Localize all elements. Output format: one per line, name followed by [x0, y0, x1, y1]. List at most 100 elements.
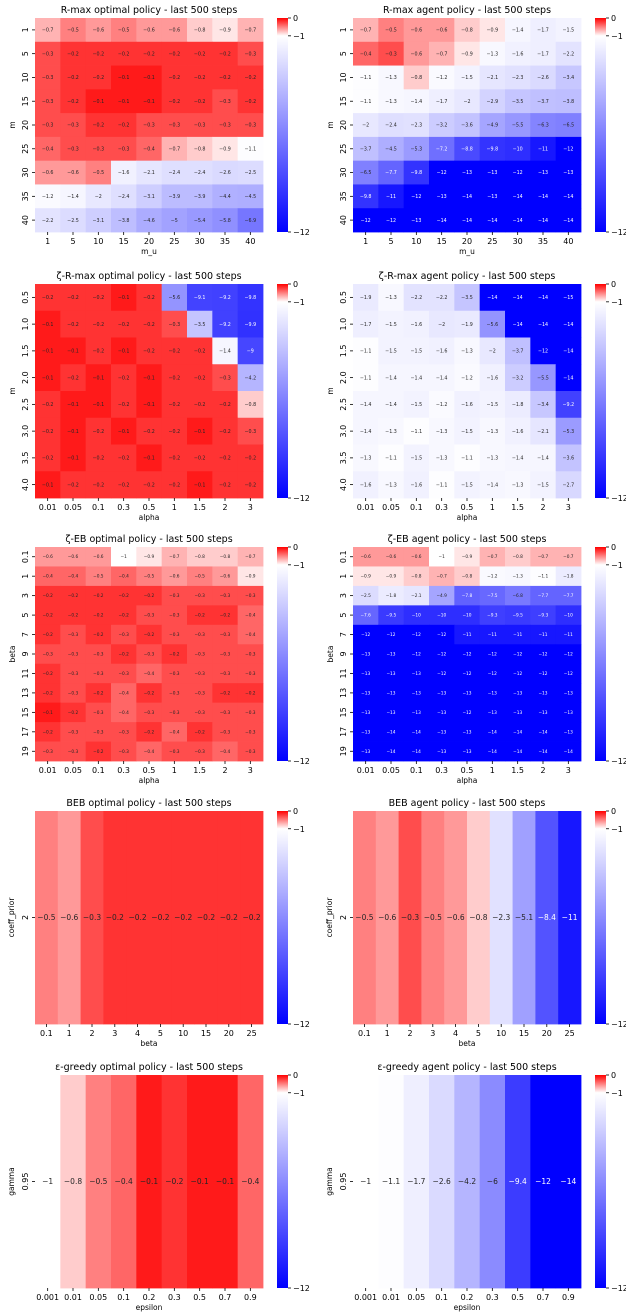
heatmap-cell	[212, 722, 239, 742]
cell-value-label: −0.1	[42, 375, 54, 381]
heatmap-cell	[429, 136, 455, 162]
cell-value-label: −0.2	[219, 51, 231, 57]
heatmap-cell	[35, 811, 59, 1025]
y-tick-label: 4.0	[339, 478, 348, 491]
heatmap-cell	[479, 444, 506, 472]
x-axis-label: m_u	[141, 247, 157, 256]
cell-value-label: −0.1	[93, 99, 105, 105]
cell-value-label: −0.2	[194, 375, 206, 381]
y-tick-label: 3.0	[21, 425, 30, 438]
heatmap-cell	[85, 160, 112, 185]
heatmap-cell	[530, 364, 557, 392]
cell-value-label: −0.1	[191, 1177, 209, 1186]
heatmap-cell	[35, 364, 61, 392]
cell-value-label: −11	[488, 632, 497, 638]
cell-value-label: −1	[360, 1177, 371, 1186]
heatmap-cell	[111, 547, 137, 567]
cell-value-label: −13	[487, 170, 497, 176]
heatmap-cell	[403, 644, 430, 665]
heatmap-cell	[161, 444, 188, 472]
heatmap-cell	[60, 364, 87, 392]
cell-value-label: −3.9	[169, 194, 181, 200]
heatmap-cell	[454, 624, 481, 645]
heatmap-cell	[530, 547, 557, 567]
cell-value-label: −13	[386, 671, 395, 677]
heatmap-cell	[454, 585, 481, 606]
heatmap-cell	[161, 89, 188, 114]
heatmap-cell	[505, 566, 531, 587]
y-tick-label: 2.0	[21, 371, 30, 384]
cell-value-label: −14	[462, 218, 472, 224]
cell-value-label: −14	[563, 322, 573, 328]
heatmap-cell	[378, 18, 405, 43]
cell-value-label: −0.3	[219, 375, 231, 381]
heatmap-cell	[403, 624, 430, 645]
cell-value-label: −0.6	[42, 170, 54, 176]
cell-value-label: −0.1	[93, 375, 105, 381]
cell-value-label: −9.3	[487, 613, 498, 619]
cell-value-label: −0.2	[220, 690, 231, 696]
cell-value-label: −1.5	[461, 429, 473, 435]
cell-value-label: −0.1	[194, 482, 206, 488]
cell-value-label: −3.7	[360, 146, 372, 152]
heatmap-cell	[187, 1075, 213, 1289]
heatmap-cell	[187, 208, 213, 233]
colorbar-tick-label: −12	[611, 1020, 626, 1029]
cell-value-label: −1.3	[360, 456, 372, 462]
heatmap-cell	[429, 184, 455, 209]
heatmap-cell	[35, 65, 61, 90]
heatmap-cell	[530, 160, 557, 185]
heatmap-cell	[378, 89, 405, 114]
heatmap-cell	[212, 702, 239, 723]
colorbar-tick-label: −1	[611, 298, 623, 307]
heatmap-cell	[403, 65, 430, 90]
heatmap-cell	[161, 1075, 188, 1289]
x-tick-label: 0.01	[357, 503, 375, 512]
heatmap-cell	[530, 89, 557, 114]
heatmap-cell	[530, 113, 557, 138]
heatmap-cell	[161, 417, 188, 445]
cell-value-label: −0.3	[245, 123, 257, 129]
heatmap-cell	[505, 624, 531, 645]
heatmap-cell	[237, 663, 264, 684]
cell-value-label: −0.2	[118, 123, 130, 129]
cell-value-label: −7.8	[462, 593, 473, 599]
cell-value-label: −0.2	[194, 99, 206, 105]
cell-value-label: −3.4	[563, 75, 575, 81]
cell-value-label: −14	[513, 729, 522, 735]
heatmap-cell	[530, 722, 557, 742]
heatmap-cell	[60, 41, 87, 66]
cell-value-label: −11	[462, 632, 471, 638]
heatmap-cell	[403, 364, 430, 392]
heatmap-cell	[429, 284, 455, 312]
heatmap-cell	[479, 113, 506, 138]
cell-value-label: −0.2	[42, 632, 53, 638]
cell-value-label: −0.3	[143, 123, 155, 129]
x-tick-label: 15	[119, 237, 129, 246]
heatmap-cell	[479, 184, 506, 209]
colorbar: 0 −1 −12	[595, 280, 626, 503]
y-tick-label: 5	[339, 51, 348, 56]
heatmap-cell	[378, 624, 405, 645]
heatmap-cell	[111, 184, 137, 209]
x-axis-label: alpha	[139, 513, 160, 522]
heatmap-cell	[505, 184, 531, 209]
cell-value-label: −2.5	[360, 593, 371, 599]
cell-value-label: −0.6	[42, 554, 53, 560]
heatmap-cell	[479, 337, 506, 365]
colorbar: 0 −1 −12	[595, 1071, 626, 1293]
cell-value-label: −7.7	[385, 170, 397, 176]
cell-value-label: −0.2	[169, 99, 181, 105]
cell-value-label: −5.8	[219, 218, 231, 224]
cell-value-label: −0.8	[64, 1177, 82, 1186]
cell-value-label: −1.3	[385, 99, 397, 105]
cell-value-label: −14	[513, 194, 523, 200]
cell-value-label: −2.6	[433, 1177, 451, 1186]
x-tick-label: 0.05	[89, 1293, 107, 1302]
cell-value-label: −6.5	[360, 170, 372, 176]
heatmap-cell	[187, 337, 213, 365]
x-tick-label: 0.001	[354, 1293, 377, 1302]
x-tick-label: 0.1	[40, 1029, 53, 1038]
colorbar-tick-label: −12	[293, 228, 310, 237]
heatmap-cell	[403, 18, 430, 43]
